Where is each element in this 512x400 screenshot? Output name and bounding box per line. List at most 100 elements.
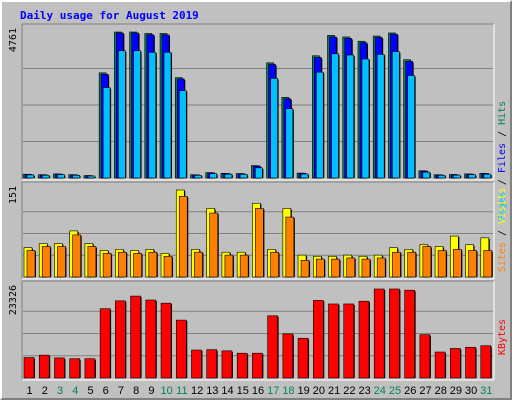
bar-kbytes-day-11: [175, 319, 187, 379]
bar-sites-day-14: [224, 254, 234, 278]
bar-kbytes-day-4: [69, 358, 80, 379]
bar-kbytes-day-24: [373, 288, 385, 379]
bar-pages-day-28: [437, 175, 446, 179]
panel-hits-background: [22, 24, 494, 180]
bar-sites-day-20: [315, 258, 325, 278]
bar-sites-day-4: [72, 234, 81, 278]
legend-files: Files: [497, 143, 508, 173]
bar-sites-day-28: [437, 250, 447, 278]
bar-kbytes-day-10: [160, 302, 172, 379]
bar-pages-day-25: [392, 51, 400, 179]
bar-sites-day-13: [209, 212, 219, 278]
bar-pages-day-29: [453, 174, 461, 179]
bar-sites-day-19: [300, 259, 310, 278]
legend-kbytes: KBytes: [497, 319, 508, 355]
day-label-19: 19: [298, 385, 310, 397]
bar-pages-day-1: [26, 174, 35, 179]
day-label-14: 14: [221, 385, 233, 397]
panel-kbytes-max-label: 23326: [8, 285, 19, 315]
day-label-9: 9: [148, 385, 154, 397]
legend-hits: Hits: [497, 101, 508, 125]
bar-sites-day-10: [163, 255, 173, 278]
bar-sites-day-5: [87, 246, 97, 278]
bar-sites-day-12: [194, 251, 203, 278]
bar-pages-day-14: [224, 173, 233, 179]
day-label-2: 2: [42, 385, 48, 397]
bar-pages-day-15: [239, 174, 248, 179]
bar-sites-day-2: [41, 246, 51, 278]
day-label-28: 28: [435, 385, 447, 397]
bar-pages-day-6: [102, 87, 111, 179]
bar-pages-day-18: [285, 108, 294, 179]
bar-kbytes-day-21: [328, 303, 339, 379]
bar-kbytes-day-7: [115, 300, 126, 379]
day-label-31: 31: [480, 385, 492, 397]
bar-kbytes-day-3: [54, 357, 65, 379]
bar-pages-day-11: [178, 90, 187, 179]
day-label-11: 11: [176, 385, 187, 397]
bar-kbytes-day-12: [191, 349, 202, 379]
bar-sites-day-18: [285, 216, 295, 278]
bar-kbytes-day-9: [145, 299, 157, 379]
bar-sites-day-21: [331, 258, 340, 278]
bar-sites-day-6: [102, 253, 112, 278]
bar-kbytes-day-1: [23, 357, 35, 379]
bar-sites-day-1: [26, 250, 36, 278]
day-label-23: 23: [358, 385, 370, 397]
bar-kbytes-day-13: [206, 349, 218, 379]
bar-sites-day-11: [178, 196, 188, 278]
legend-visits: Visits: [497, 188, 508, 224]
day-label-22: 22: [343, 385, 355, 397]
day-label-24: 24: [374, 385, 386, 397]
bar-pages-day-13: [209, 173, 218, 179]
day-label-5: 5: [87, 385, 93, 397]
bar-pages-day-26: [407, 75, 415, 179]
bar-pages-day-8: [133, 50, 141, 179]
bar-kbytes-day-15: [236, 352, 248, 379]
bar-pages-day-12: [194, 175, 202, 179]
bar-kbytes-day-27: [419, 334, 431, 379]
bar-sites-day-15: [239, 254, 249, 278]
day-label-7: 7: [118, 385, 124, 397]
bar-pages-day-9: [148, 51, 157, 179]
bar-pages-day-24: [376, 54, 385, 179]
day-label-13: 13: [206, 385, 218, 397]
bar-kbytes-day-25: [389, 288, 400, 379]
bar-sites-day-23: [361, 258, 371, 278]
day-label-8: 8: [133, 385, 139, 397]
bar-kbytes-day-28: [434, 351, 446, 379]
bar-kbytes-day-19: [297, 337, 309, 379]
panel-kbytes-legend: KBytes: [497, 319, 508, 355]
bar-pages-day-20: [315, 71, 324, 179]
bar-pages-day-16: [255, 167, 263, 179]
bar-sites-day-16: [255, 208, 264, 278]
bar-pages-day-21: [331, 53, 339, 179]
panel-visits-max-label: 151: [8, 186, 19, 204]
bar-sites-day-17: [270, 251, 279, 278]
bar-sites-day-24: [376, 257, 386, 278]
bar-pages-day-27: [422, 171, 431, 179]
bar-kbytes-day-26: [404, 289, 415, 379]
bar-sites-day-9: [148, 251, 158, 278]
day-label-1: 1: [27, 385, 33, 397]
day-label-4: 4: [72, 385, 78, 397]
bar-kbytes-day-16: [252, 352, 263, 379]
legend-separator: /: [497, 125, 508, 143]
bar-kbytes-day-23: [358, 300, 370, 379]
legend-separator: /: [497, 224, 508, 242]
bar-pages-day-31: [483, 173, 492, 179]
day-label-6: 6: [103, 385, 109, 397]
bar-kbytes-day-8: [130, 295, 141, 379]
day-label-25: 25: [389, 385, 401, 397]
day-label-27: 27: [419, 385, 431, 397]
day-label-10: 10: [161, 385, 173, 397]
bar-kbytes-day-22: [343, 303, 355, 379]
chart-title: Daily usage for August 2019: [20, 9, 199, 22]
bar-kbytes-day-17: [267, 315, 278, 379]
bar-kbytes-day-14: [221, 350, 233, 379]
bar-kbytes-day-6: [99, 308, 111, 379]
bar-kbytes-day-5: [84, 358, 96, 379]
bar-kbytes-day-20: [312, 300, 324, 379]
day-label-20: 20: [313, 385, 325, 397]
